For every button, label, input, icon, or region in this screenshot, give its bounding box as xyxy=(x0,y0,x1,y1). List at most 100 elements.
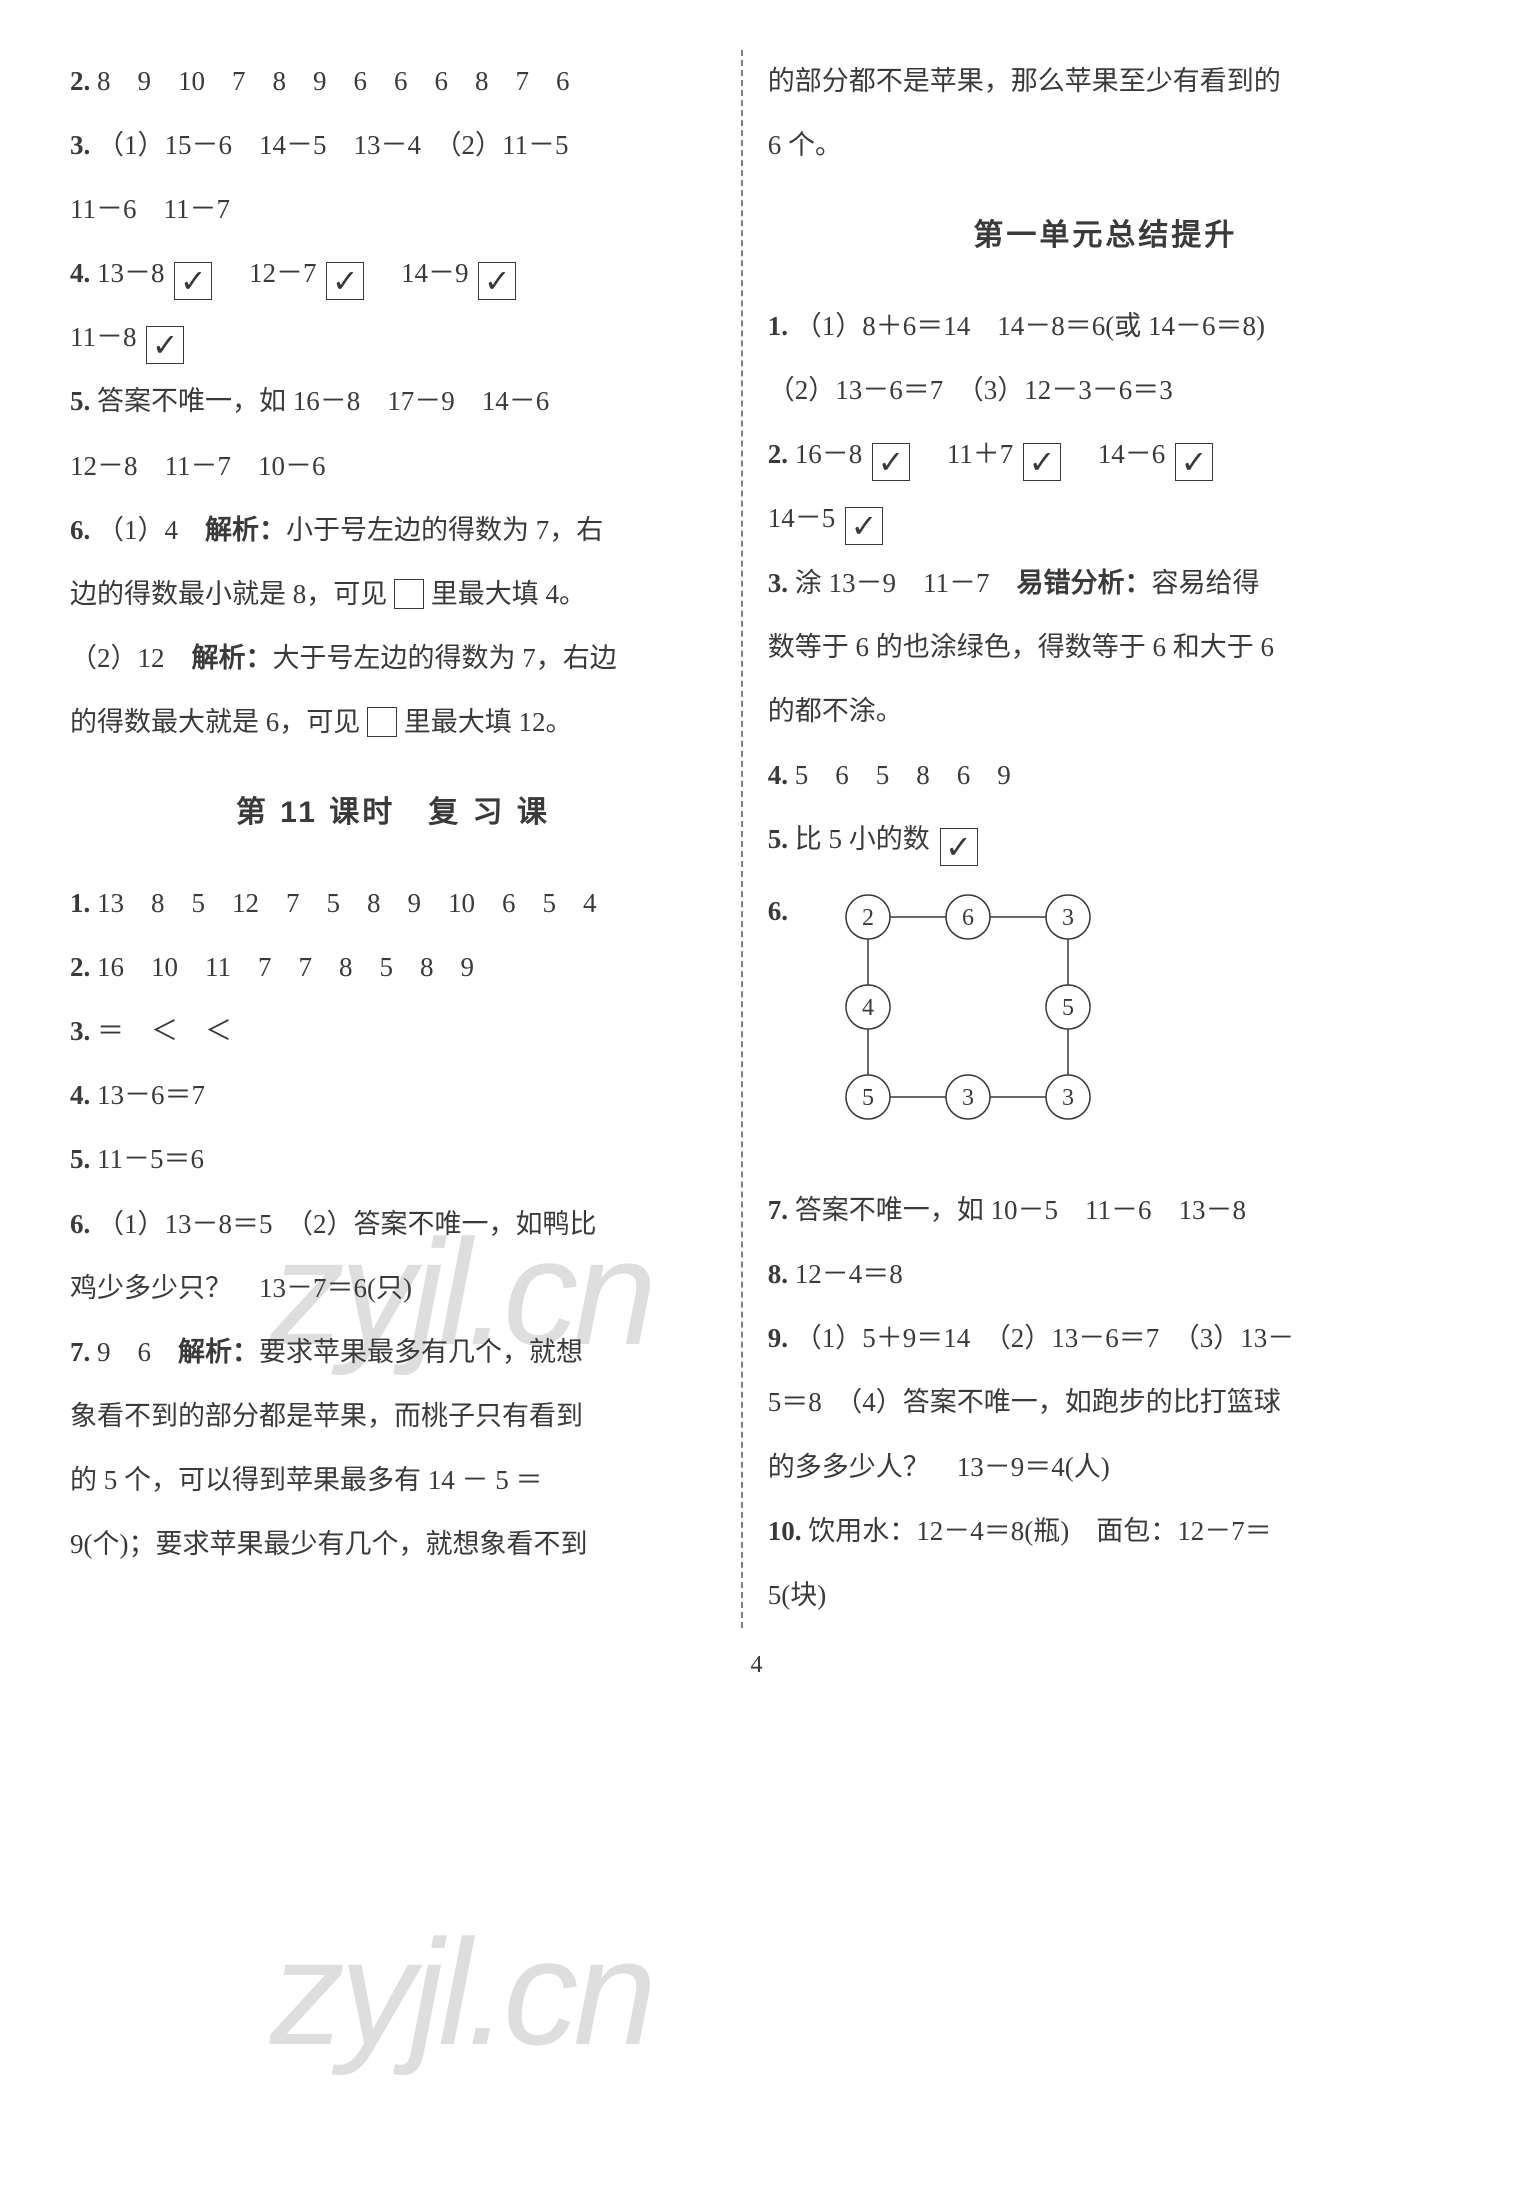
item-number: 4. xyxy=(70,1080,97,1110)
analysis-label: 解析： xyxy=(192,643,273,673)
page-number: 4 xyxy=(70,1638,1443,1693)
analysis-text: 象看不到的部分都是苹果，而桃子只有看到 xyxy=(70,1385,716,1447)
answer-text: （1）15－6 14－5 13－4 （2）11－5 xyxy=(97,130,569,160)
answer-text: 16 10 11 7 7 8 5 8 9 xyxy=(97,952,474,982)
analysis-text: 小于号左边的得数为 7，右 xyxy=(286,515,603,545)
item-number: 1. xyxy=(768,311,795,341)
answer-text: 13－6＝7 xyxy=(97,1080,205,1110)
answer-text: 13 8 5 12 7 5 8 9 10 6 5 4 xyxy=(97,888,597,918)
checkbox-checked: ✓ xyxy=(845,507,883,545)
text-part: 的得数最大就是 6，可见 xyxy=(70,707,367,737)
answer-item: 8. 12－4＝8 xyxy=(768,1243,1443,1305)
analysis-text: 边的得数最小就是 8，可见 里最大填 4。 xyxy=(70,563,716,625)
answer-text: 5＝8 （4）答案不唯一，如跑步的比打篮球 xyxy=(768,1371,1443,1433)
answer-text: 答案不唯一，如 10－5 11－6 13－8 xyxy=(795,1195,1246,1225)
analysis-label: 易错分析： xyxy=(1017,568,1152,598)
check-icon: ✓ xyxy=(945,831,972,863)
answer-item: 5. 比 5 小的数 ✓ xyxy=(768,808,1443,870)
answer-item: 1. 13 8 5 12 7 5 8 9 10 6 5 4 xyxy=(70,872,716,934)
expr: 13－8 xyxy=(97,258,165,288)
item-number: 2. xyxy=(70,66,97,96)
checkbox-checked: ✓ xyxy=(326,262,364,300)
answer-item: 3. ＝ ＜ ＜ xyxy=(70,1000,716,1062)
answer-item: 7. 答案不唯一，如 10－5 11－6 13－8 xyxy=(768,1179,1443,1241)
item-number: 3. xyxy=(768,568,795,598)
analysis-text: 大于号左边的得数为 7，右边 xyxy=(273,643,617,673)
item-number: 4. xyxy=(768,760,795,790)
answer-item: 9. （1）5＋9＝14 （2）13－6＝7 （3）13－ xyxy=(768,1307,1443,1369)
answer-item: （2）12 解析：大于号左边的得数为 7，右边 xyxy=(70,627,716,689)
diagram-svg: 26345533 xyxy=(828,887,1118,1137)
check-icon: ✓ xyxy=(851,510,878,542)
answer-text: 11－5＝6 xyxy=(97,1144,204,1174)
expr: 11－8 xyxy=(70,322,137,352)
checkbox-checked: ✓ xyxy=(478,262,516,300)
svg-text:2: 2 xyxy=(862,905,874,931)
answer-item: 4. 5 6 5 8 6 9 xyxy=(768,744,1443,806)
check-icon: ✓ xyxy=(332,265,359,297)
answer-text: ＝ ＜ ＜ xyxy=(97,1016,232,1046)
answer-item: 3. 涂 13－9 11－7 易错分析：容易给得 xyxy=(768,552,1443,614)
analysis-text: 的 5 个，可以得到苹果最多有 14 － 5 ＝ xyxy=(70,1449,716,1511)
section-heading: 第一单元总结提升 xyxy=(768,201,1443,270)
answer-item: 14－5 ✓ xyxy=(768,487,1443,549)
answer-item: 3. （1）15－6 14－5 13－4 （2）11－5 xyxy=(70,114,716,176)
expr: 14－6 xyxy=(1098,439,1166,469)
analysis-text: 容易给得 xyxy=(1152,568,1260,598)
item-number: 7. xyxy=(768,1195,795,1225)
expr: 14－9 xyxy=(401,258,469,288)
answer-item: 2. 16－8 ✓ 11＋7 ✓ 14－6 ✓ xyxy=(768,423,1443,485)
item-number: 3. xyxy=(70,1016,97,1046)
text-part: 里最大填 12。 xyxy=(397,707,573,737)
answer-item: 2. 16 10 11 7 7 8 5 8 9 xyxy=(70,936,716,998)
item-number: 4. xyxy=(70,258,97,288)
answer-item: 6. （1）13－8＝5 （2）答案不唯一，如鸭比 xyxy=(70,1193,716,1255)
check-icon: ✓ xyxy=(180,265,207,297)
item-number: 5. xyxy=(70,386,97,416)
answer-item: 6. （1）4 解析：小于号左边的得数为 7，右 xyxy=(70,499,716,561)
answer-item: 10. 饮用水：12－4＝8(瓶) 面包：12－7＝ xyxy=(768,1500,1443,1562)
check-icon: ✓ xyxy=(484,265,511,297)
answer-item: 1. （1）8＋6＝14 14－8＝6(或 14－6＝8) xyxy=(768,295,1443,357)
text-part: 里最大填 4。 xyxy=(424,579,586,609)
answer-item: 5. 答案不唯一，如 16－8 17－9 14－6 xyxy=(70,370,716,432)
analysis-label: 解析： xyxy=(178,1337,259,1367)
checkbox-checked: ✓ xyxy=(146,326,184,364)
analysis-text: 数等于 6 的也涂绿色，得数等于 6 和大于 6 xyxy=(768,616,1443,678)
expr: 16－8 xyxy=(795,439,863,469)
answer-text: 6 个。 xyxy=(768,114,1443,176)
sub-head: （2）12 xyxy=(70,643,192,673)
answer-item: 7. 9 6 解析：要求苹果最多有几个，就想 xyxy=(70,1321,716,1383)
blank-box-icon xyxy=(394,579,424,609)
answer-text: 涂 13－9 11－7 xyxy=(795,568,1017,598)
answer-text: 鸡少多少只？ 13－7＝6(只) xyxy=(70,1257,716,1319)
item-number: 9. xyxy=(768,1323,795,1353)
expr: 11＋7 xyxy=(947,439,1014,469)
answer-item: 5. 11－5＝6 xyxy=(70,1128,716,1190)
answer-text: 12－8 11－7 10－6 xyxy=(70,435,716,497)
item-number: 5. xyxy=(768,824,795,854)
answer-item: 11－8 ✓ xyxy=(70,306,716,368)
svg-text:6: 6 xyxy=(962,905,974,931)
checkbox-checked: ✓ xyxy=(872,443,910,481)
checkbox-checked: ✓ xyxy=(940,828,978,866)
left-column: 2. 8 9 10 7 8 9 6 6 6 8 7 6 3. （1）15－6 1… xyxy=(70,50,743,1628)
q6-row: 6. 26345533 xyxy=(768,872,1443,1179)
check-icon: ✓ xyxy=(1181,446,1208,478)
answer-item: 4. 13－6＝7 xyxy=(70,1064,716,1126)
svg-text:5: 5 xyxy=(862,1085,874,1111)
item-number: 6. xyxy=(70,1209,97,1239)
answer-text: 12－4＝8 xyxy=(795,1259,903,1289)
answer-text: 饮用水：12－4＝8(瓶) 面包：12－7＝ xyxy=(808,1516,1271,1546)
answer-text: （1）13－8＝5 （2）答案不唯一，如鸭比 xyxy=(97,1209,597,1239)
check-icon: ✓ xyxy=(878,446,905,478)
answer-text: （1）5＋9＝14 （2）13－6＝7 （3）13－ xyxy=(795,1323,1295,1353)
item-number: 5. xyxy=(70,1144,97,1174)
answer-item: 4. 13－8 ✓ 12－7 ✓ 14－9 ✓ xyxy=(70,242,716,304)
answer-text: 比 5 小的数 xyxy=(795,824,930,854)
checkbox-checked: ✓ xyxy=(1023,443,1061,481)
section-heading: 第 11 课时 复 习 课 xyxy=(70,778,716,847)
watermark: zyjl.cn xyxy=(270,1820,652,2165)
svg-text:3: 3 xyxy=(962,1085,974,1111)
right-column: 的部分都不是苹果，那么苹果至少有看到的 6 个。 第一单元总结提升 1. （1）… xyxy=(743,50,1443,1628)
